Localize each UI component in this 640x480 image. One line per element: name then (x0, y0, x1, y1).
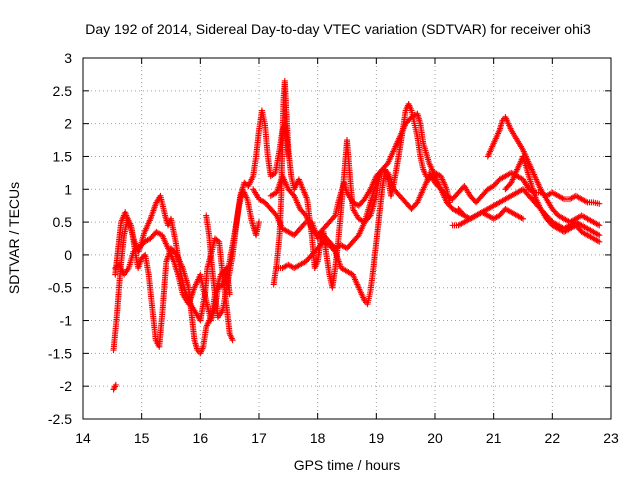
data-point (331, 213, 338, 220)
series-arc-e (203, 107, 292, 321)
series-arc-h (273, 100, 453, 308)
y-tick-label: -1.5 (48, 345, 72, 361)
x-tick-label: 23 (603, 430, 619, 446)
y-tick-label: 1.5 (53, 148, 73, 164)
x-tick-label: 16 (193, 430, 209, 446)
grid-layer (83, 58, 611, 419)
y-tick-label: -2.5 (48, 411, 72, 427)
x-tick-label: 17 (251, 430, 267, 446)
chart-title: Day 192 of 2014, Sidereal Day-to-day VTE… (85, 21, 591, 37)
y-axis-label: SDTVAR / TECUs (6, 182, 22, 294)
data-point (112, 381, 119, 388)
x-tick-label: 18 (310, 430, 326, 446)
y-tick-label: 2.5 (53, 83, 73, 99)
data-point (229, 337, 236, 344)
x-tick-label: 20 (427, 430, 443, 446)
series-arc-d (112, 186, 262, 324)
y-tick-label: -0.5 (48, 280, 72, 296)
x-tick-label: 21 (486, 430, 502, 446)
x-axis-label: GPS time / hours (294, 457, 401, 473)
data-point (596, 222, 603, 229)
x-tick-label: 22 (545, 430, 561, 446)
series-arc-f (270, 77, 383, 291)
data-point (596, 232, 603, 239)
tick-layer: 14 15 16 17 18 19 20 21 22 23 3 2.5 2 1.5 1 0.5 0 -0.5 -1 -… (48, 50, 619, 446)
data-point (596, 200, 603, 207)
series-arc-i (267, 110, 468, 239)
y-tick-label: 0.5 (53, 214, 73, 230)
data-point (520, 215, 526, 222)
y-tick-label: -1 (60, 313, 73, 329)
x-tick-label: 14 (75, 430, 91, 446)
y-tick-label: 1 (64, 181, 72, 197)
series-arc-l (484, 114, 603, 229)
y-tick-label: 0 (64, 247, 72, 263)
series-arc-a (110, 381, 119, 393)
plot-frame (82, 57, 612, 420)
y-tick-label: 3 (64, 50, 72, 66)
data-point (256, 219, 262, 226)
y-tick-label: 2 (64, 116, 72, 132)
data-point (596, 238, 603, 245)
x-tick-label: 15 (134, 430, 150, 446)
y-tick-label: -2 (60, 378, 73, 394)
series-arc-m (455, 205, 526, 222)
series-arc-n (502, 153, 603, 245)
x-tick-label: 19 (369, 430, 385, 446)
data-layer (110, 77, 603, 393)
